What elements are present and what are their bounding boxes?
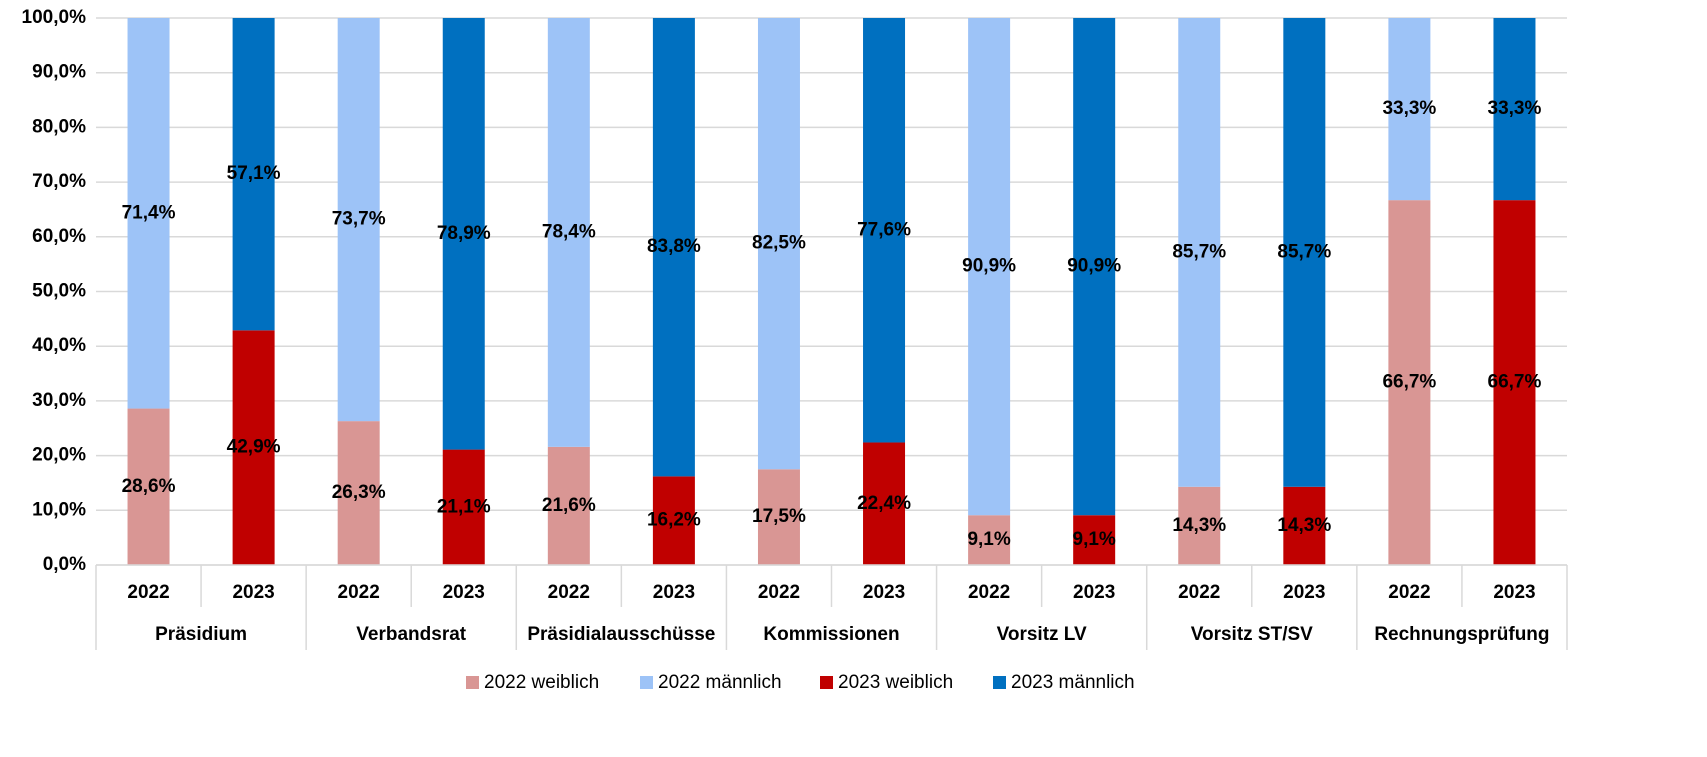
group-label: Präsidialausschüsse <box>527 624 715 645</box>
y-tick-label: 60,0% <box>32 226 86 247</box>
data-label: 78,9% <box>437 223 491 244</box>
bar-segment <box>968 18 1011 516</box>
data-label: 66,7% <box>1382 372 1436 393</box>
data-label: 33,3% <box>1488 98 1542 119</box>
data-label: 66,7% <box>1488 372 1542 393</box>
data-label: 14,3% <box>1277 515 1331 536</box>
group-label: Präsidium <box>155 624 247 645</box>
data-label: 9,1% <box>1073 529 1116 550</box>
legend-swatch <box>640 676 653 689</box>
bar-segment <box>1493 200 1536 565</box>
data-label: 17,5% <box>752 506 806 527</box>
legend-swatch <box>820 676 833 689</box>
x-tick-label: 2022 <box>1178 582 1220 603</box>
legend-swatch <box>993 676 1006 689</box>
data-label: 57,1% <box>227 163 281 184</box>
bar-segment <box>1073 515 1116 565</box>
bar-segment <box>1178 18 1221 487</box>
data-label: 85,7% <box>1172 241 1226 262</box>
y-tick-label: 10,0% <box>32 499 86 520</box>
legend-label: 2023 männlich <box>1011 672 1135 693</box>
data-label: 77,6% <box>857 219 911 240</box>
data-label: 21,6% <box>542 495 596 516</box>
x-tick-label: 2023 <box>1283 582 1325 603</box>
bar-segment <box>652 18 695 477</box>
bar-segment <box>337 421 380 565</box>
data-label: 21,1% <box>437 496 491 517</box>
bar-segment <box>1388 200 1431 565</box>
bar-segment <box>1283 486 1326 565</box>
data-label: 9,1% <box>967 529 1010 550</box>
data-label: 28,6% <box>122 476 176 497</box>
bar-segment <box>1073 18 1116 516</box>
data-label: 16,2% <box>647 510 701 531</box>
y-tick-label: 20,0% <box>32 445 86 466</box>
bar-segment <box>757 469 800 565</box>
x-tick-label: 2022 <box>758 582 800 603</box>
data-label: 42,9% <box>227 437 281 458</box>
y-tick-label: 100,0% <box>22 7 87 28</box>
bar-segment <box>442 449 485 565</box>
x-tick-label: 2023 <box>443 582 485 603</box>
bar-segment <box>757 18 800 470</box>
data-label: 22,4% <box>857 493 911 514</box>
y-tick-label: 0,0% <box>43 554 86 575</box>
legend-label: 2022 männlich <box>658 672 782 693</box>
data-label: 14,3% <box>1172 515 1226 536</box>
legend-label: 2023 weiblich <box>838 672 953 693</box>
bar-segment <box>232 330 275 565</box>
bar-segment <box>1493 18 1536 201</box>
bar-segment <box>1178 486 1221 565</box>
bar-segment <box>127 408 170 565</box>
x-tick-label: 2022 <box>968 582 1010 603</box>
bar-segment <box>863 442 906 565</box>
x-tick-label: 2022 <box>1388 582 1430 603</box>
bar-segment <box>863 18 906 443</box>
x-tick-label: 2023 <box>1073 582 1115 603</box>
group-label: Rechnungsprüfung <box>1374 624 1549 645</box>
group-label: Vorsitz ST/SV <box>1191 624 1313 645</box>
legend-swatch <box>466 676 479 689</box>
y-tick-label: 70,0% <box>32 171 86 192</box>
x-tick-label: 2023 <box>863 582 905 603</box>
bar-segment <box>127 18 170 409</box>
x-tick-label: 2023 <box>232 582 274 603</box>
bar-segment <box>652 476 695 565</box>
data-label: 33,3% <box>1382 98 1436 119</box>
data-label: 90,9% <box>962 256 1016 277</box>
bar-segment <box>1388 18 1431 201</box>
bar-segment <box>442 18 485 450</box>
legend-label: 2022 weiblich <box>484 672 599 693</box>
bar-segment <box>337 18 380 422</box>
x-tick-label: 2022 <box>548 582 590 603</box>
bar-segment <box>1283 18 1326 487</box>
data-label: 78,4% <box>542 221 596 242</box>
data-label: 26,3% <box>332 482 386 503</box>
x-tick-label: 2022 <box>338 582 380 603</box>
data-label: 73,7% <box>332 209 386 230</box>
group-label: Vorsitz LV <box>997 624 1087 645</box>
bar-segment <box>968 515 1011 565</box>
bar-segment <box>547 446 590 565</box>
y-tick-label: 50,0% <box>32 281 86 302</box>
bar-segment <box>232 18 275 331</box>
y-tick-label: 40,0% <box>32 335 86 356</box>
group-label: Kommissionen <box>763 624 899 645</box>
x-tick-label: 2023 <box>1493 582 1535 603</box>
group-label: Verbandsrat <box>356 624 466 645</box>
data-label: 85,7% <box>1277 241 1331 262</box>
y-tick-label: 80,0% <box>32 116 86 137</box>
data-label: 82,5% <box>752 233 806 254</box>
x-tick-label: 2022 <box>127 582 169 603</box>
y-tick-label: 90,0% <box>32 62 86 83</box>
data-label: 83,8% <box>647 236 701 257</box>
y-tick-label: 30,0% <box>32 390 86 411</box>
data-label: 90,9% <box>1067 256 1121 277</box>
data-label: 71,4% <box>122 202 176 223</box>
bar-segment <box>547 18 590 447</box>
x-tick-label: 2023 <box>653 582 695 603</box>
